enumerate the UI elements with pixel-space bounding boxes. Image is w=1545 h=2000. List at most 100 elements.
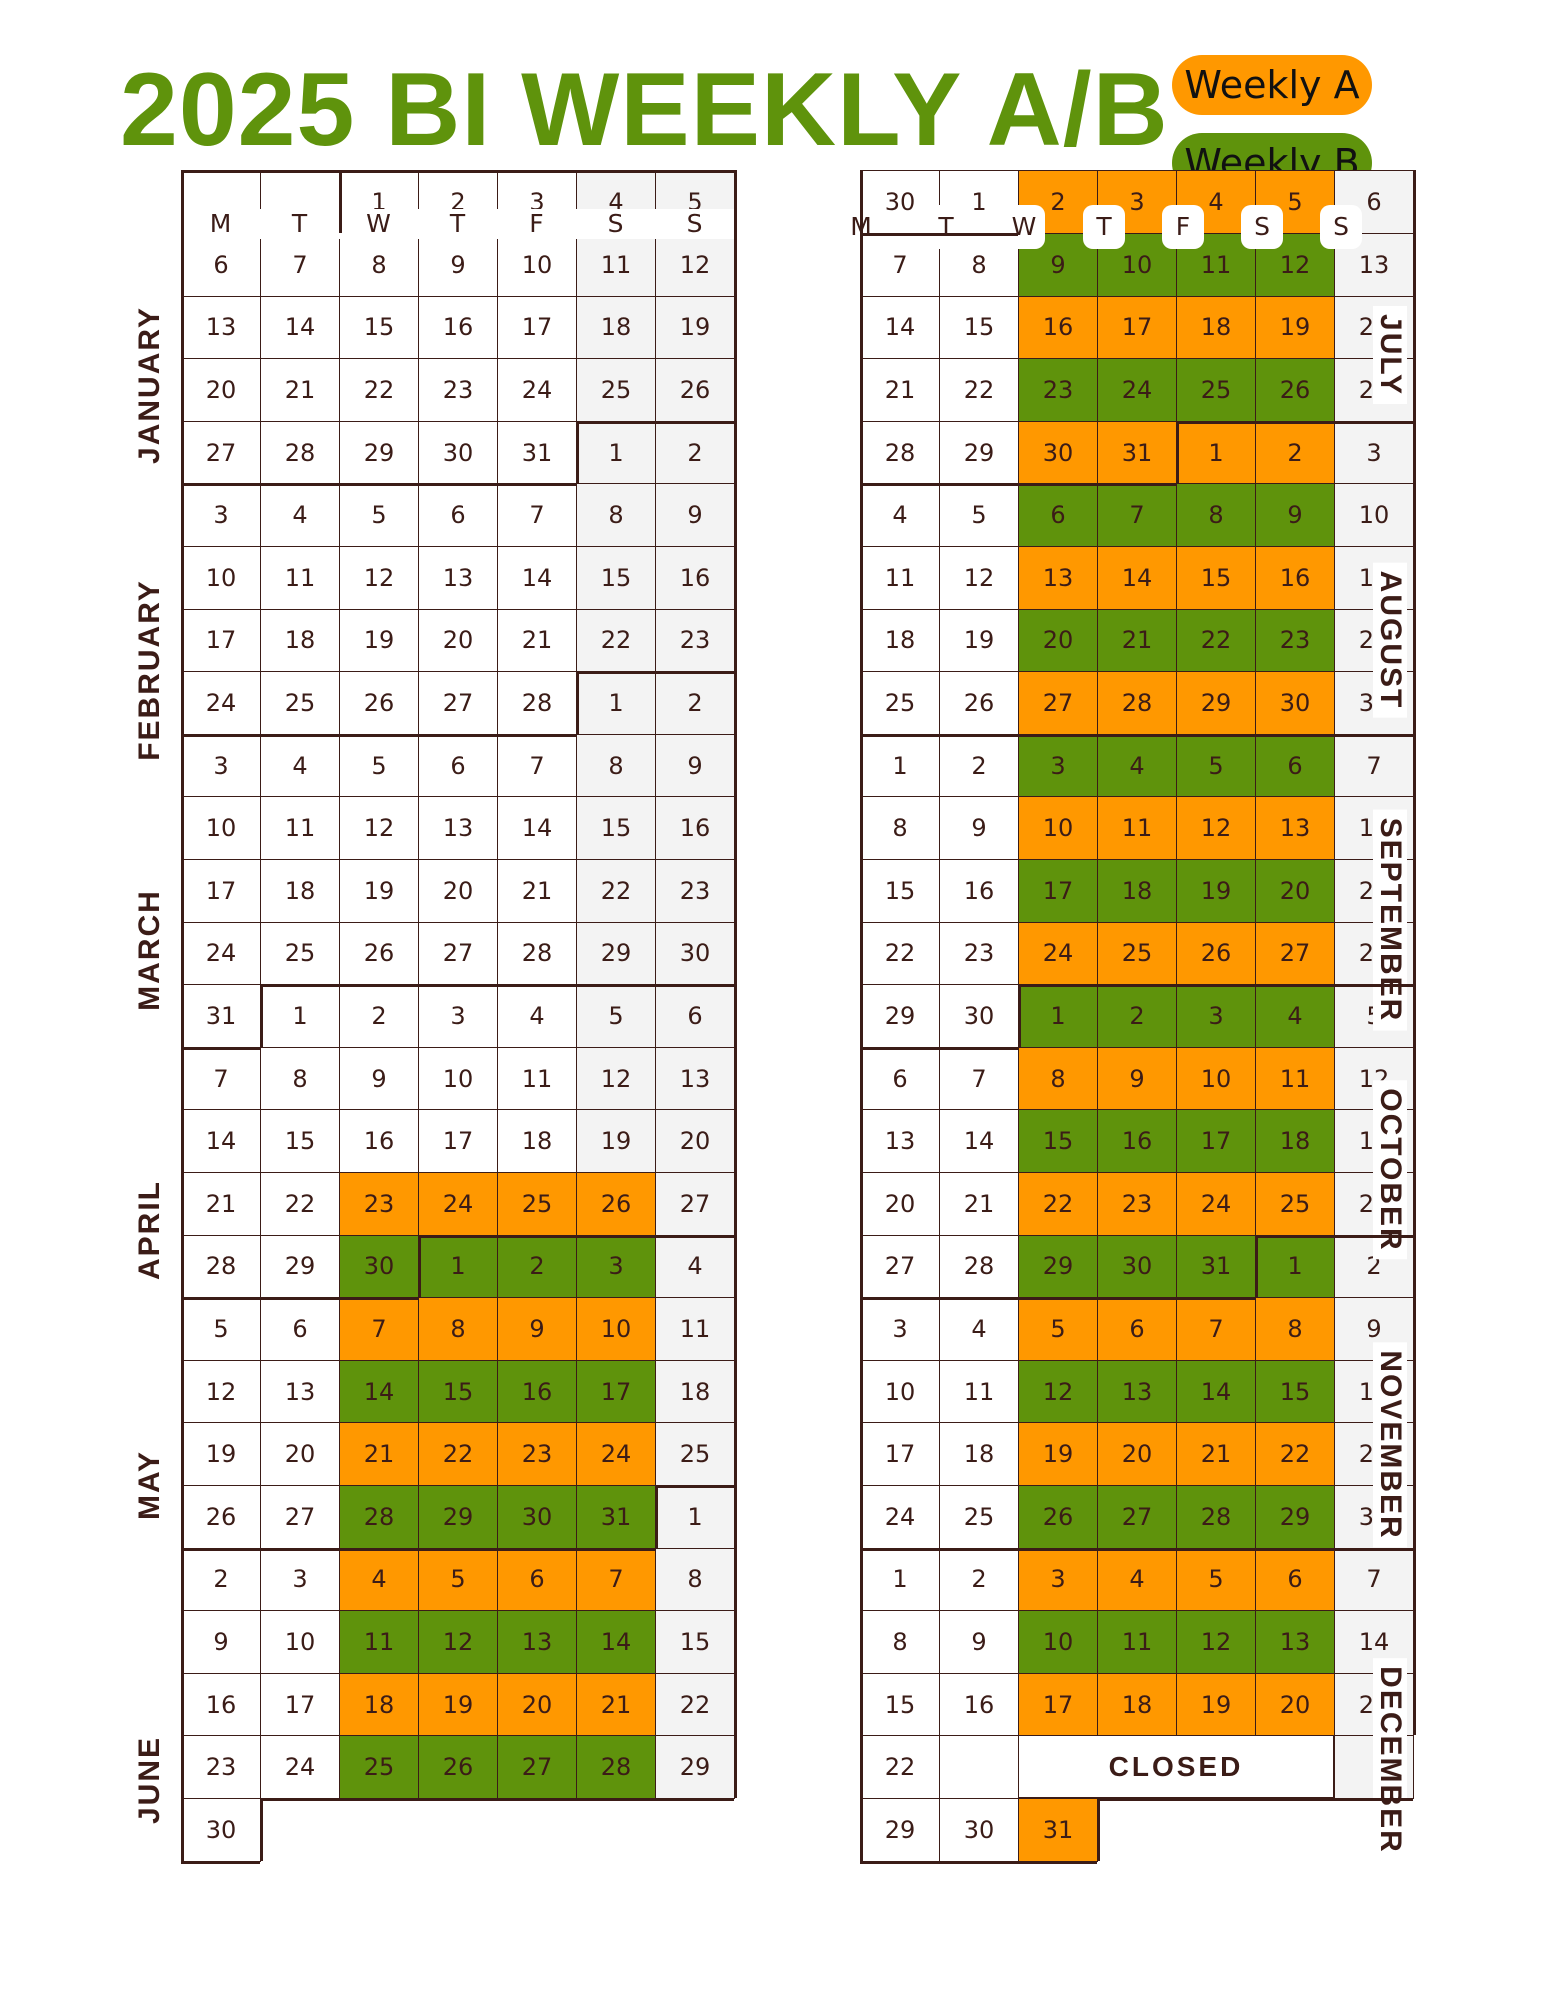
day-cell: 17: [1018, 859, 1098, 923]
month-boundary-line: [260, 1798, 734, 1801]
day-cell: 17: [1176, 1109, 1256, 1173]
day-cell: 4: [260, 733, 340, 798]
day-cell: 2: [655, 671, 735, 735]
day-cell: 1: [418, 1234, 498, 1299]
day-cell: 15: [1176, 546, 1256, 610]
day-cell: 19: [939, 608, 1019, 673]
month-boundary-line: [260, 984, 734, 988]
day-cell: 8: [576, 733, 656, 798]
day-cell: 24: [260, 1735, 340, 1799]
day-cell: 26: [1018, 1485, 1098, 1549]
day-cell: 8: [260, 1046, 340, 1111]
day-cell: 6: [1255, 1547, 1335, 1612]
day-cell: 21: [497, 859, 577, 923]
day-cell: 6: [418, 733, 498, 798]
day-cell: 3: [576, 1234, 656, 1299]
day-cell: 6: [1018, 483, 1098, 547]
day-cell: 14: [576, 1610, 656, 1674]
month-boundary-line: [734, 170, 737, 1798]
month-label: JULY: [1373, 306, 1407, 404]
day-cell: 13: [655, 1046, 735, 1111]
day-cell: 20: [497, 1672, 577, 1737]
day-cell: 18: [1176, 295, 1256, 360]
day-cell: 28: [860, 420, 940, 485]
day-cell: 16: [1018, 295, 1098, 360]
weekday-header: F: [1162, 205, 1204, 249]
day-cell: 31: [497, 420, 577, 485]
day-cell: 20: [1255, 859, 1335, 923]
day-cell: 12: [1176, 1610, 1256, 1674]
day-cell: 3: [181, 483, 261, 547]
day-cell: 30: [655, 921, 735, 986]
day-cell: 15: [860, 859, 940, 923]
month-boundary-line: [339, 170, 342, 233]
day-cell: 11: [1097, 796, 1177, 860]
day-cell: 26: [181, 1485, 261, 1549]
day-cell: 3: [260, 1547, 340, 1612]
weekday-header: T: [1083, 205, 1125, 249]
day-cell: 6: [260, 1297, 340, 1361]
day-cell: 11: [1097, 1610, 1177, 1674]
day-cell: 24: [1176, 1172, 1256, 1236]
day-cell: 10: [576, 1297, 656, 1361]
day-cell: 16: [939, 859, 1019, 923]
day-cell: 24: [1018, 921, 1098, 986]
day-cell: 20: [260, 1422, 340, 1486]
day-cell: 9: [1255, 483, 1335, 547]
day-cell: 11: [655, 1297, 735, 1361]
weekday-header: T: [925, 205, 967, 249]
month-label: FEBRUARY: [133, 579, 166, 761]
day-cell: 25: [1097, 921, 1177, 986]
day-cell: 14: [339, 1359, 419, 1424]
day-cell: 28: [576, 1735, 656, 1799]
day-cell: 13: [181, 295, 261, 360]
day-cell: 19: [181, 1422, 261, 1486]
month-label: AUGUST: [1373, 562, 1407, 718]
day-cell: 25: [260, 921, 340, 986]
day-cell: 18: [339, 1672, 419, 1737]
day-cell: 12: [939, 546, 1019, 610]
day-cell: 25: [860, 671, 940, 735]
day-cell: 4: [939, 1297, 1019, 1361]
month-boundary-line: [1255, 1234, 1258, 1298]
day-cell: 8: [576, 483, 656, 547]
day-cell: 20: [1097, 1422, 1177, 1486]
day-cell: 3: [1018, 1547, 1098, 1612]
month-boundary-line: [1097, 1798, 1100, 1861]
day-cell: 22: [1176, 608, 1256, 673]
day-cell: 1: [1018, 984, 1098, 1048]
day-cell: 5: [1176, 1547, 1256, 1612]
day-cell: 7: [1097, 483, 1177, 547]
day-cell: 13: [1255, 1610, 1335, 1674]
day-cell: 28: [1176, 1485, 1256, 1549]
day-cell: 11: [260, 796, 340, 860]
day-cell: 22: [576, 859, 656, 923]
day-cell: 23: [939, 921, 1019, 986]
day-cell: 5: [576, 984, 656, 1048]
weekday-header: W: [339, 209, 418, 239]
day-cell: 14: [1176, 1359, 1256, 1424]
month-boundary-line: [181, 170, 184, 1861]
day-cell: 30: [939, 984, 1019, 1048]
day-cell: 6: [860, 1046, 940, 1111]
day-cell: 8: [1255, 1297, 1335, 1361]
weekday-header: S: [1320, 205, 1362, 249]
day-cell: 30: [1255, 671, 1335, 735]
day-cell: 22: [576, 608, 656, 673]
day-cell: 6: [1255, 733, 1335, 798]
day-cell: 25: [1176, 358, 1256, 422]
day-cell: [939, 1735, 1019, 1799]
day-cell: 6: [418, 483, 498, 547]
day-cell: 1: [1255, 1234, 1335, 1299]
day-cell: 1: [576, 420, 656, 485]
day-cell: 10: [260, 1610, 340, 1674]
month-boundary-line: [181, 1297, 418, 1301]
day-cell: 27: [418, 671, 498, 735]
day-cell: 23: [339, 1172, 419, 1236]
day-cell: 29: [1255, 1485, 1335, 1549]
day-cell: 15: [418, 1359, 498, 1424]
day-cell: 19: [655, 295, 735, 360]
day-cell: 11: [1255, 1046, 1335, 1111]
day-cell: 23: [655, 859, 735, 923]
day-cell: 8: [1018, 1046, 1098, 1111]
